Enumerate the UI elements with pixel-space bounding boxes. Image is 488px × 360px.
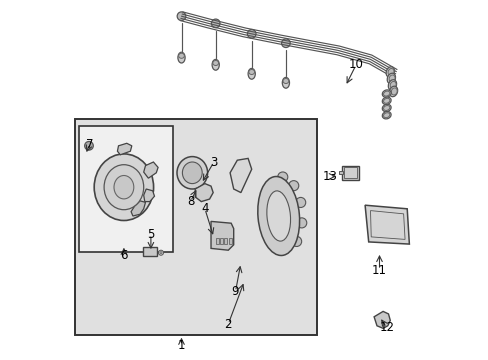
- Circle shape: [277, 172, 287, 182]
- Bar: [228, 238, 231, 244]
- Circle shape: [295, 197, 305, 207]
- Ellipse shape: [389, 81, 395, 89]
- Bar: [338, 171, 343, 174]
- Polygon shape: [211, 221, 233, 250]
- Ellipse shape: [114, 176, 134, 199]
- Bar: [79, 126, 172, 252]
- Text: 11: 11: [371, 264, 386, 276]
- Ellipse shape: [382, 104, 390, 112]
- Ellipse shape: [94, 154, 153, 221]
- Ellipse shape: [387, 68, 393, 76]
- Ellipse shape: [266, 191, 290, 241]
- Circle shape: [281, 39, 289, 48]
- Circle shape: [291, 237, 301, 247]
- Circle shape: [84, 141, 93, 150]
- Ellipse shape: [104, 165, 143, 210]
- Bar: [344, 167, 356, 178]
- Ellipse shape: [247, 68, 255, 79]
- Text: 13: 13: [322, 170, 337, 183]
- Ellipse shape: [386, 73, 395, 84]
- Bar: [220, 238, 223, 244]
- Bar: [215, 238, 218, 244]
- Ellipse shape: [390, 88, 396, 95]
- Polygon shape: [230, 158, 251, 193]
- Ellipse shape: [178, 52, 185, 63]
- Bar: [342, 166, 358, 180]
- Ellipse shape: [177, 157, 207, 189]
- Circle shape: [296, 218, 306, 228]
- Bar: [224, 238, 227, 244]
- Ellipse shape: [282, 77, 289, 88]
- Circle shape: [177, 12, 185, 21]
- Ellipse shape: [386, 67, 394, 77]
- Ellipse shape: [178, 53, 184, 58]
- Polygon shape: [195, 184, 213, 202]
- Text: 5: 5: [147, 228, 154, 240]
- Text: 2: 2: [224, 318, 232, 330]
- Ellipse shape: [248, 69, 254, 75]
- Ellipse shape: [383, 105, 389, 111]
- Polygon shape: [143, 162, 158, 178]
- Bar: [142, 247, 156, 256]
- Circle shape: [147, 249, 153, 255]
- Ellipse shape: [283, 78, 288, 84]
- Ellipse shape: [212, 60, 218, 66]
- Ellipse shape: [382, 112, 390, 119]
- Ellipse shape: [382, 97, 390, 104]
- Circle shape: [186, 167, 197, 178]
- Ellipse shape: [212, 59, 219, 70]
- Ellipse shape: [257, 176, 299, 256]
- Text: 7: 7: [86, 138, 93, 150]
- Text: 8: 8: [186, 195, 194, 208]
- Text: 3: 3: [210, 156, 217, 168]
- Circle shape: [398, 230, 403, 234]
- Circle shape: [117, 181, 130, 194]
- Text: 9: 9: [231, 285, 239, 298]
- Polygon shape: [365, 205, 408, 244]
- Circle shape: [247, 30, 256, 38]
- Ellipse shape: [182, 162, 202, 184]
- Polygon shape: [373, 311, 389, 328]
- Circle shape: [211, 19, 220, 28]
- Circle shape: [288, 181, 298, 191]
- Ellipse shape: [383, 98, 389, 103]
- Text: 10: 10: [348, 58, 363, 71]
- Circle shape: [121, 184, 126, 190]
- Ellipse shape: [383, 91, 389, 96]
- Ellipse shape: [387, 80, 396, 90]
- Text: 12: 12: [378, 321, 393, 334]
- Bar: [75, 119, 316, 335]
- Ellipse shape: [382, 90, 390, 97]
- Ellipse shape: [383, 113, 389, 118]
- Circle shape: [199, 188, 207, 197]
- Polygon shape: [117, 143, 132, 155]
- Circle shape: [160, 252, 162, 254]
- Ellipse shape: [388, 75, 394, 82]
- Text: 1: 1: [177, 339, 185, 352]
- Ellipse shape: [388, 86, 397, 97]
- Polygon shape: [131, 201, 145, 216]
- Text: 4: 4: [201, 202, 208, 215]
- Polygon shape: [143, 189, 154, 202]
- Text: 6: 6: [120, 249, 127, 262]
- Circle shape: [158, 250, 163, 255]
